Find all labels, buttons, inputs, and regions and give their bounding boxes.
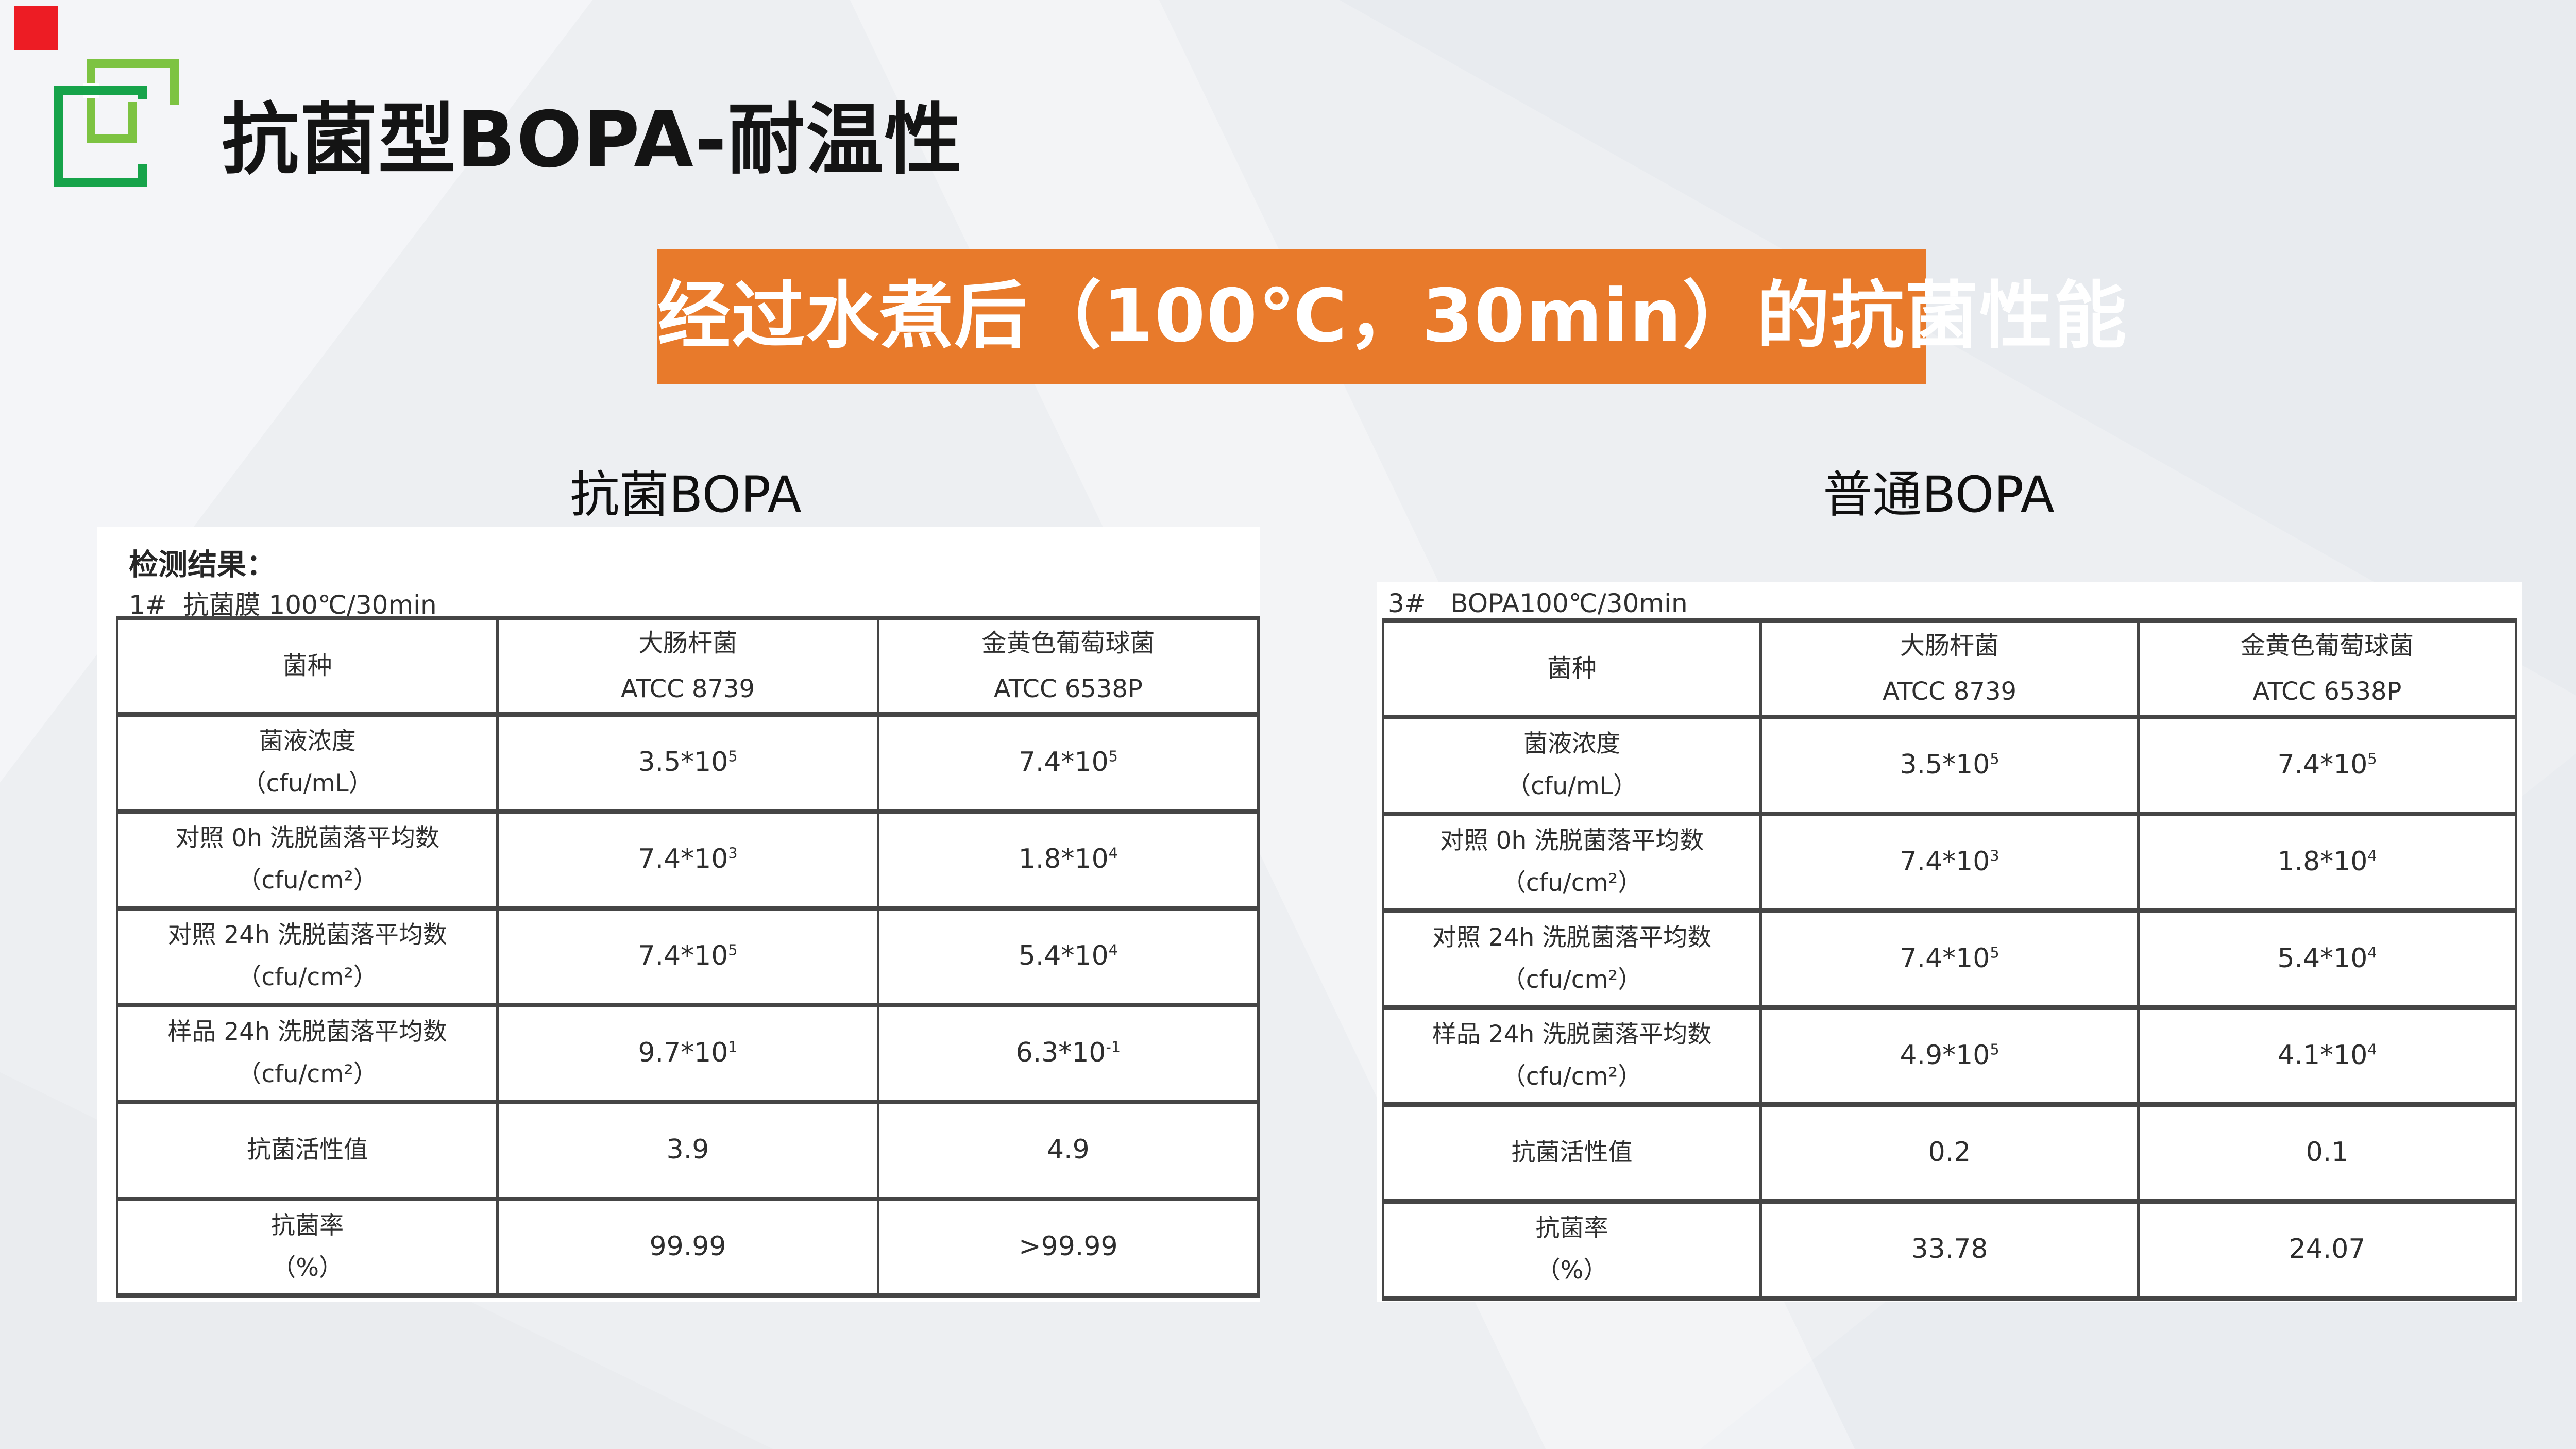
table-cell: 3.5*105 (496, 712, 879, 814)
results-table-left: 菌种 大肠杆菌 ATCC 8739 金黄色葡萄球菌 ATCC 6538P 菌液浓度（… (115, 616, 1260, 1298)
table-header-row: 菌种 大肠杆菌 ATCC 8739 金黄色葡萄球菌 ATCC 6538P (115, 616, 1260, 717)
table-cell: 3.5*105 (1759, 714, 2140, 816)
page-title: 抗菌型BOPA-耐温性 (222, 95, 963, 185)
results-table-right: 菌种 大肠杆菌 ATCC 8739 金黄色葡萄球菌 ATCC 6538P 菌液浓度（… (1382, 618, 2517, 1301)
row-label: 样品 24h 洗脱菌落平均数 （cfu/cm²） (1382, 1005, 1762, 1107)
table-row: 对照 24h 洗脱菌落平均数 （cfu/cm²） 7.4*105 5.4*104 (115, 905, 1260, 1007)
table-cell: 3.9 (496, 1099, 879, 1201)
table-row: 对照 0h 洗脱菌落平均数 （cfu/cm²） 7.4*103 1.8*104 (1382, 811, 2517, 913)
table-cell: 4.9*105 (1759, 1005, 2140, 1107)
row-label: 抗菌率 （%） (115, 1196, 499, 1298)
table-row: 菌液浓度 （cfu/mL） 3.5*105 7.4*105 (1382, 714, 2517, 816)
table-row: 抗菌活性值 0.2 0.1 (1382, 1102, 2517, 1204)
column-label-normal-bopa: 普通BOPA (1823, 466, 2055, 524)
table-cell: 33.78 (1759, 1199, 2140, 1301)
table-cell: 7.4*105 (876, 712, 1260, 814)
table-cell: 99.99 (496, 1196, 879, 1298)
column-header: 大肠杆菌 ATCC 8739 (1759, 618, 2140, 719)
table-row: 抗菌率 （%） 99.99 >99.99 (115, 1196, 1260, 1298)
table-row: 菌液浓度 （cfu/mL） 3.5*105 7.4*105 (115, 712, 1260, 814)
table-cell: 0.2 (1759, 1102, 2140, 1204)
column-label-antibacterial-bopa: 抗菌BOPA (570, 466, 802, 524)
table-cell: 0.1 (2137, 1102, 2517, 1204)
table-cell: 4.1*104 (2137, 1005, 2517, 1107)
sample-1-label: 1# 抗菌膜 100℃/30min (129, 590, 437, 620)
banner-heading: 经过水煮后（100℃，30min）的抗菌性能 (657, 249, 2127, 384)
table-cell: 4.9 (876, 1099, 1260, 1201)
column-header: 菌种 (1382, 618, 1762, 719)
row-label: 抗菌活性值 (1382, 1102, 1762, 1204)
red-corner-mark (14, 6, 58, 50)
table-cell: 7.4*105 (496, 905, 879, 1007)
table-cell: 5.4*104 (2137, 908, 2517, 1010)
table-row: 样品 24h 洗脱菌落平均数 （cfu/cm²） 4.9*105 4.1*104 (1382, 1005, 2517, 1107)
table-cell: 6.3*10-1 (876, 1002, 1260, 1104)
table-cell: 7.4*103 (496, 808, 879, 911)
row-label: 对照 24h 洗脱菌落平均数 （cfu/cm²） (115, 905, 499, 1007)
report-results-heading: 检测结果： (129, 548, 276, 582)
row-label: 样品 24h 洗脱菌落平均数 （cfu/cm²） (115, 1002, 499, 1104)
table-row: 抗菌率 （%） 33.78 24.07 (1382, 1199, 2517, 1301)
table-cell: 7.4*103 (1759, 811, 2140, 913)
row-label: 对照 0h 洗脱菌落平均数 （cfu/cm²） (1382, 811, 1762, 913)
report-panel-left: 检测结果： 1# 抗菌膜 100℃/30min 菌种 大肠杆菌 ATCC 8739… (97, 527, 1260, 1302)
table-cell: 7.4*105 (1759, 908, 2140, 1010)
table-row: 对照 24h 洗脱菌落平均数 （cfu/cm²） 7.4*105 5.4*104 (1382, 908, 2517, 1010)
table-header-row: 菌种 大肠杆菌 ATCC 8739 金黄色葡萄球菌 ATCC 6538P (1382, 618, 2517, 719)
sample-3-label: 3# BOPA100℃/30min (1388, 588, 1688, 618)
table-cell: 24.07 (2137, 1199, 2517, 1301)
table-cell: 9.7*101 (496, 1002, 879, 1104)
table-cell: 1.8*104 (2137, 811, 2517, 913)
table-cell: 1.8*104 (876, 808, 1260, 911)
table-row: 对照 0h 洗脱菌落平均数 （cfu/cm²） 7.4*103 1.8*104 (115, 808, 1260, 911)
column-header: 金黄色葡萄球菌 ATCC 6538P (876, 616, 1260, 717)
table-row: 抗菌活性值 3.9 4.9 (115, 1099, 1260, 1201)
table-row: 样品 24h 洗脱菌落平均数 （cfu/cm²） 9.7*101 6.3*10-1 (115, 1002, 1260, 1104)
row-label: 菌液浓度 （cfu/mL） (1382, 714, 1762, 816)
company-logo-icon (54, 59, 179, 187)
column-header: 大肠杆菌 ATCC 8739 (496, 616, 879, 717)
column-header: 菌种 (115, 616, 499, 717)
row-label: 对照 0h 洗脱菌落平均数 （cfu/cm²） (115, 808, 499, 911)
row-label: 菌液浓度 （cfu/mL） (115, 712, 499, 814)
row-label: 对照 24h 洗脱菌落平均数 （cfu/cm²） (1382, 908, 1762, 1010)
table-cell: 5.4*104 (876, 905, 1260, 1007)
column-header: 金黄色葡萄球菌 ATCC 6538P (2137, 618, 2517, 719)
row-label: 抗菌率 （%） (1382, 1199, 1762, 1301)
table-cell: 7.4*105 (2137, 714, 2517, 816)
row-label: 抗菌活性值 (115, 1099, 499, 1201)
report-panel-right: 3# BOPA100℃/30min 菌种 大肠杆菌 ATCC 8739 金黄色葡萄… (1377, 582, 2522, 1302)
table-cell: >99.99 (876, 1196, 1260, 1298)
